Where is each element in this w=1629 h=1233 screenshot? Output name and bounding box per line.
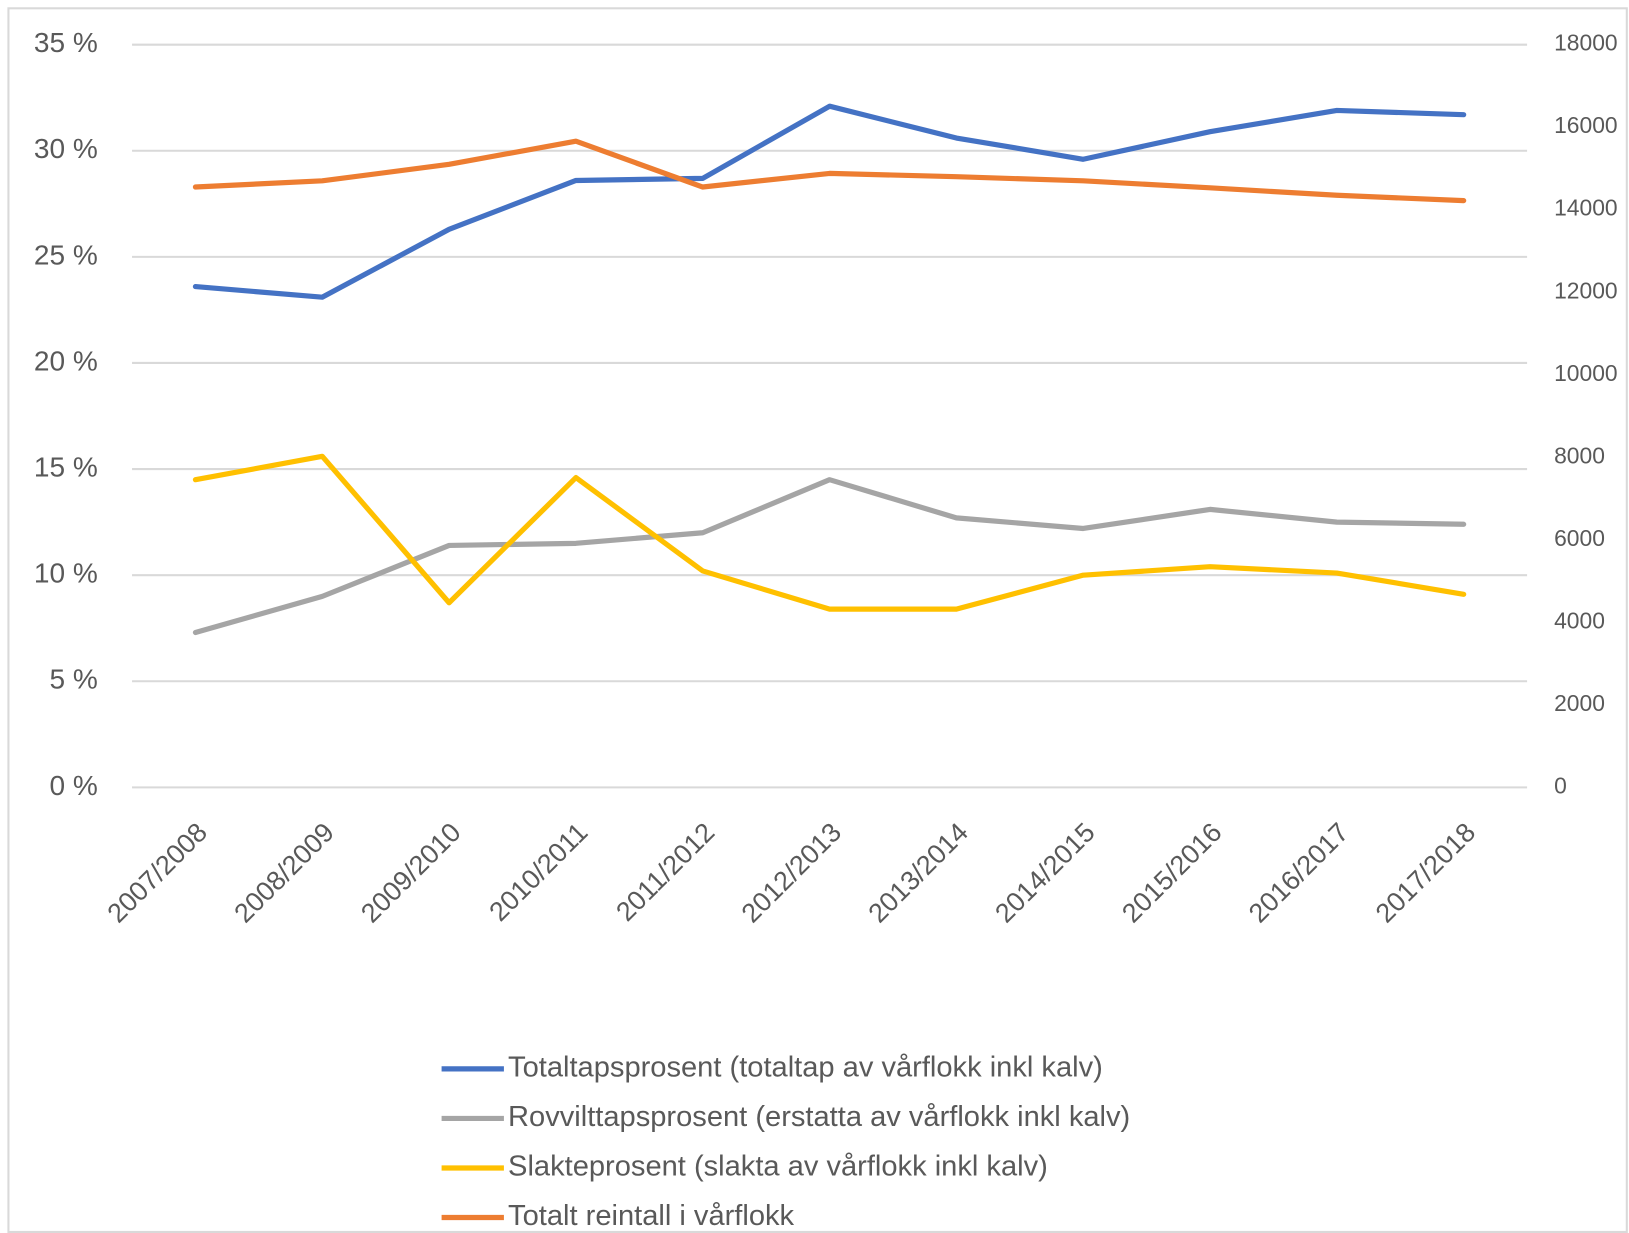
y2-tick-label: 2000 [1554,690,1605,716]
y-tick-label: 35 % [34,27,98,58]
y-tick-label: 0 % [49,770,97,801]
y-tick-label: 25 % [34,239,98,270]
series-line [192,477,1467,636]
y2-tick-label: 4000 [1554,607,1605,633]
legend-label: Slakteprosent (slakta av vårflokk inkl k… [508,1151,1048,1183]
series-line [192,138,1467,204]
y-tick-label: 20 % [34,345,98,376]
y-tick-label: 15 % [34,451,98,482]
y2-tick-label: 14000 [1554,195,1618,221]
y2-tick-label: 8000 [1554,442,1605,468]
y-tick-label: 5 % [49,664,97,695]
legend-label: Rovvilttapsprosent (erstatta av vårflokk… [508,1101,1130,1133]
y2-tick-label: 16000 [1554,112,1618,138]
y2-tick-label: 18000 [1554,30,1618,56]
y2-tick-label: 6000 [1554,525,1605,551]
y-tick-label: 30 % [34,133,98,164]
legend-label: Totaltapsprosent (totaltap av vårflokk i… [508,1052,1103,1084]
series-line [192,453,1467,612]
legend-label: Totalt reintall i vårflokk [508,1200,794,1232]
y2-tick-label: 10000 [1554,360,1618,386]
chart-frame [7,7,1628,1233]
y2-tick-label: 12000 [1554,277,1618,303]
y-tick-label: 10 % [34,558,98,589]
y2-tick-label: 0 [1554,772,1567,798]
series-line [192,103,1467,300]
